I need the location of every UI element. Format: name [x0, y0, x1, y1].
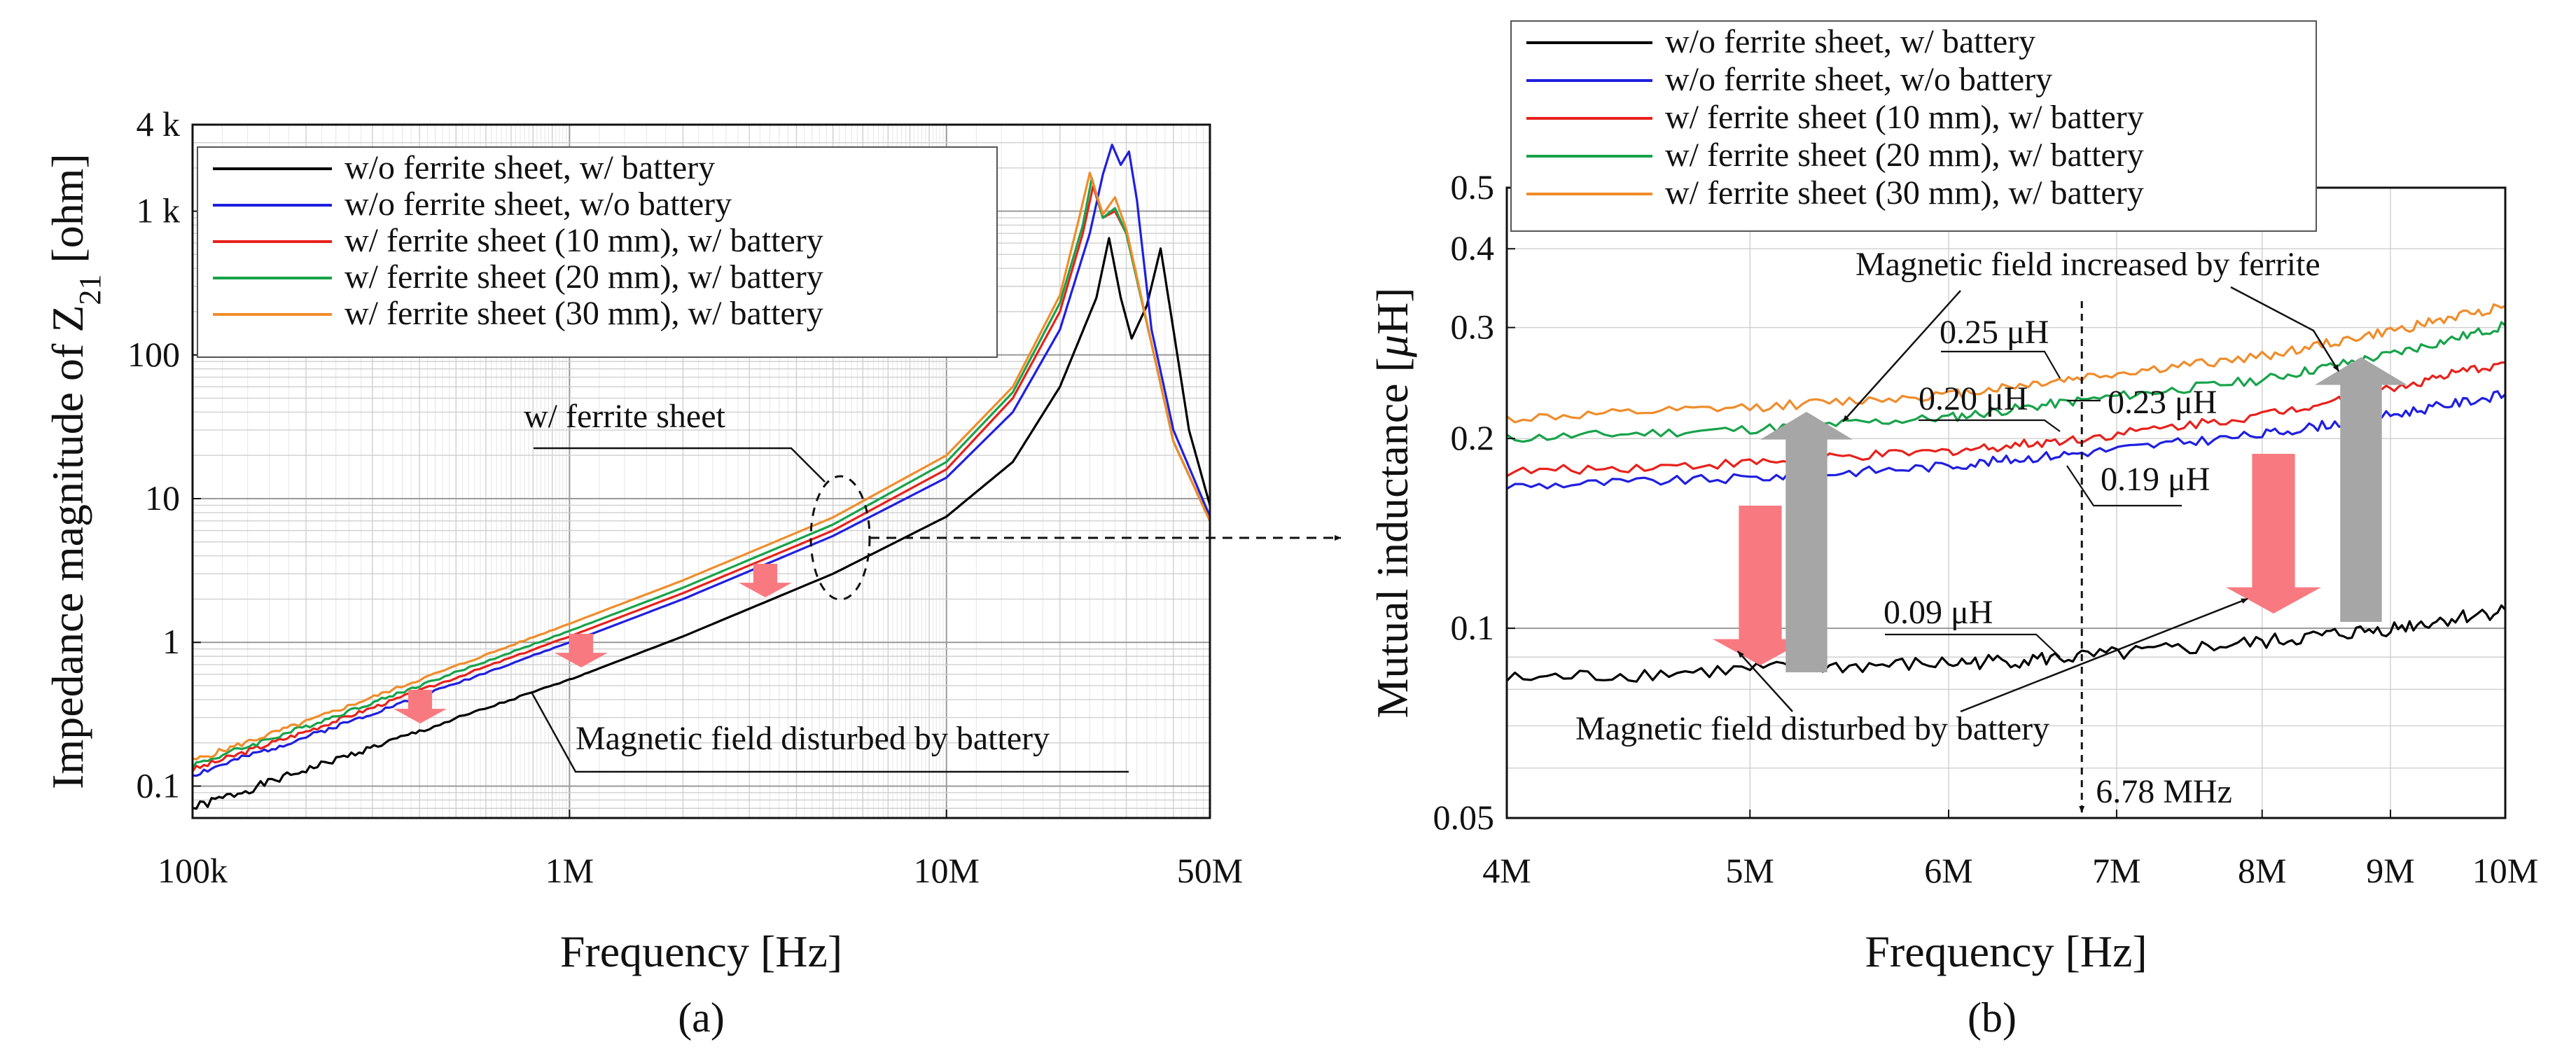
series-line: [1507, 604, 2505, 683]
annotation-disturbed-leader: [1960, 597, 2248, 713]
series-group: [193, 144, 1210, 810]
annotation-increased-leader: [2230, 286, 2340, 372]
value-label-025: 0.25 μH: [1940, 314, 2049, 351]
x-tick-label: 6M: [1924, 851, 1972, 890]
x-tick-label: 10M: [2472, 851, 2538, 890]
y-tick-label: 0.5: [1451, 167, 1495, 207]
y-tick-label: 0.2: [1451, 418, 1495, 457]
legend-label: w/o ferrite sheet, w/ battery: [1665, 23, 2035, 60]
y-axis-title-main: Mutual inductance [: [1367, 357, 1417, 718]
x-tick-label: 10M: [913, 851, 979, 890]
y-tick-label: 0.4: [1451, 228, 1495, 268]
red-arrow-large: [1713, 506, 1808, 665]
series-line: [193, 237, 1210, 810]
x-tick-label: 7M: [2092, 851, 2140, 890]
legend-box: [1510, 20, 2317, 232]
x-tick-label: 100k: [158, 851, 228, 890]
value-label-020: 0.20 μH: [1919, 380, 2028, 417]
red-arrow-large: [2226, 454, 2321, 613]
gray-arrow-large: [2315, 357, 2407, 622]
legend-label: w/o ferrite sheet, w/ battery: [344, 149, 715, 186]
panel-label: (a): [678, 994, 725, 1041]
y-axis-title-unit: [ohm]: [43, 153, 92, 274]
red-arrow-small: [555, 634, 608, 667]
x-axis-title: Frequency [Hz]: [1865, 927, 2147, 976]
y-axis-title: Impedance magnitude of Z21 [ohm]: [43, 153, 107, 789]
series-line: [193, 172, 1210, 761]
frequency-marker-label: 6.78 MHz: [2096, 773, 2232, 810]
annotation-battery: Magnetic field disturbed by battery: [576, 720, 1050, 757]
value-label-009-leader: [1885, 633, 2061, 658]
x-tick-label: 9M: [2366, 851, 2414, 890]
plot-frame: [191, 123, 1211, 819]
legend-label: w/ ferrite sheet (10 mm), w/ battery: [1665, 99, 2144, 136]
x-tick-label: 4M: [1482, 851, 1531, 890]
annotation-battery-leader: [531, 693, 1129, 773]
value-label-009: 0.09 μH: [1884, 594, 1993, 631]
annotation-disturbed-leader: [1737, 651, 1793, 712]
x-tick-label: 8M: [2238, 851, 2286, 890]
value-label-019-leader: [2066, 465, 2182, 507]
value-label-020-leader: [1919, 419, 2061, 432]
y-tick-label: 0.05: [1433, 798, 1495, 837]
value-label-019: 0.19 μH: [2101, 461, 2210, 498]
panel-label: (b): [1968, 994, 2017, 1041]
y-tick-label: 1: [162, 622, 180, 661]
annotation-ferrite-leader: [534, 447, 826, 483]
legend-label: w/ ferrite sheet (30 mm), w/ battery: [344, 295, 823, 332]
legend-box: [197, 146, 998, 358]
y-tick-label: 4 k: [137, 104, 181, 144]
annotation-ferrite: w/ ferrite sheet: [524, 398, 726, 435]
y-tick-label: 1 k: [137, 191, 181, 230]
annotation-disturbed: Magnetic field disturbed by battery: [1575, 710, 2049, 747]
annotation-increased: Magnetic field increased by ferrite: [1856, 246, 2320, 283]
y-axis-title-subscript: 21: [73, 275, 107, 305]
annotation-increased-leader: [1842, 290, 1961, 422]
y-axis-title-main: Impedance magnitude of Z: [43, 305, 92, 789]
y-axis-title-mu: μ: [1367, 335, 1417, 358]
series-line: [1507, 321, 2505, 443]
red-arrow-small: [394, 690, 447, 723]
legend-label: w/o ferrite sheet, w/o battery: [344, 186, 732, 223]
y-tick-label: 100: [127, 335, 180, 374]
y-axis-title: Mutual inductance [μH]: [1367, 287, 1417, 718]
red-arrow-small: [739, 564, 792, 597]
value-label-025-leader: [1941, 350, 2061, 379]
legend-label: w/ ferrite sheet (20 mm), w/ battery: [344, 258, 823, 296]
y-tick-label: 10: [145, 478, 180, 518]
series-line: [193, 144, 1210, 777]
y-tick-label: 0.3: [1451, 307, 1495, 347]
y-axis-title-unit: H]: [1367, 287, 1417, 335]
y-tick-label: 0.1: [1451, 608, 1495, 647]
x-tick-label: 50M: [1177, 851, 1243, 890]
x-tick-label: 1M: [545, 851, 594, 890]
legend-label: w/o ferrite sheet, w/o battery: [1665, 61, 2052, 98]
x-axis-title: Frequency [Hz]: [560, 927, 842, 976]
legend-label: w/ ferrite sheet (10 mm), w/ battery: [344, 222, 823, 259]
y-tick-label: 0.1: [137, 765, 181, 805]
x-tick-label: 5M: [1726, 851, 1774, 890]
gray-arrow-large: [1760, 412, 1853, 672]
value-label-023: 0.23 μH: [2108, 384, 2217, 421]
legend-label: w/ ferrite sheet (20 mm), w/ battery: [1665, 137, 2144, 174]
legend-label: w/ ferrite sheet (30 mm), w/ battery: [1665, 174, 2144, 211]
